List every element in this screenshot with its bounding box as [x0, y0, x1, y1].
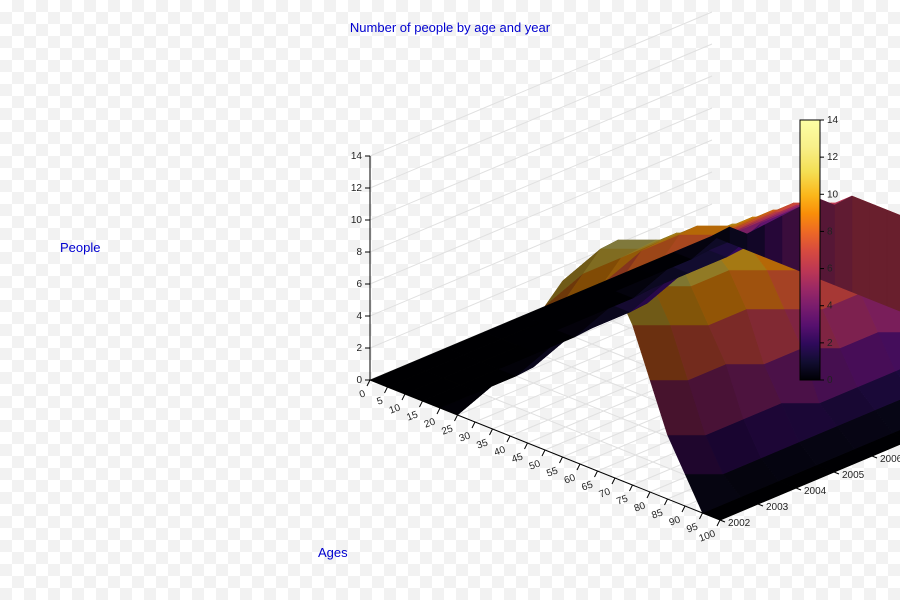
svg-text:2006: 2006	[880, 454, 900, 465]
svg-text:4: 4	[356, 311, 362, 322]
svg-text:2003: 2003	[766, 502, 789, 513]
svg-text:10: 10	[351, 215, 363, 226]
svg-text:70: 70	[598, 486, 613, 500]
svg-text:10: 10	[388, 402, 403, 416]
svg-text:60: 60	[563, 472, 578, 486]
svg-text:2: 2	[827, 338, 833, 349]
svg-text:14: 14	[351, 151, 363, 162]
svg-text:6: 6	[827, 264, 833, 275]
svg-text:8: 8	[827, 226, 833, 237]
svg-text:8: 8	[356, 247, 362, 258]
svg-text:12: 12	[351, 183, 363, 194]
svg-text:2: 2	[356, 343, 362, 354]
svg-text:75: 75	[615, 493, 630, 507]
svg-text:6: 6	[356, 279, 362, 290]
svg-text:2004: 2004	[804, 486, 827, 497]
svg-text:25: 25	[440, 423, 455, 437]
surface-plot: 0246810121405101520253035404550556065707…	[0, 0, 900, 600]
svg-text:0: 0	[358, 388, 367, 400]
svg-text:35: 35	[475, 437, 490, 451]
chart-container: Number of people by age and year People …	[0, 0, 900, 600]
svg-text:0: 0	[827, 375, 833, 386]
svg-text:100: 100	[698, 528, 718, 544]
svg-text:50: 50	[528, 458, 543, 472]
svg-text:65: 65	[580, 479, 595, 493]
svg-text:30: 30	[458, 430, 473, 444]
svg-text:4: 4	[827, 301, 833, 312]
svg-text:55: 55	[545, 465, 560, 479]
svg-text:14: 14	[827, 115, 839, 126]
svg-text:45: 45	[510, 451, 525, 465]
svg-text:90: 90	[668, 514, 683, 528]
svg-text:40: 40	[493, 444, 508, 458]
svg-text:10: 10	[827, 189, 839, 200]
svg-text:20: 20	[423, 416, 438, 430]
svg-text:5: 5	[376, 395, 385, 407]
svg-text:2005: 2005	[842, 470, 865, 481]
svg-text:2002: 2002	[728, 518, 751, 529]
svg-text:80: 80	[633, 500, 648, 514]
svg-text:0: 0	[356, 375, 362, 386]
svg-text:12: 12	[827, 152, 839, 163]
svg-text:15: 15	[405, 409, 420, 423]
svg-text:85: 85	[650, 507, 665, 521]
